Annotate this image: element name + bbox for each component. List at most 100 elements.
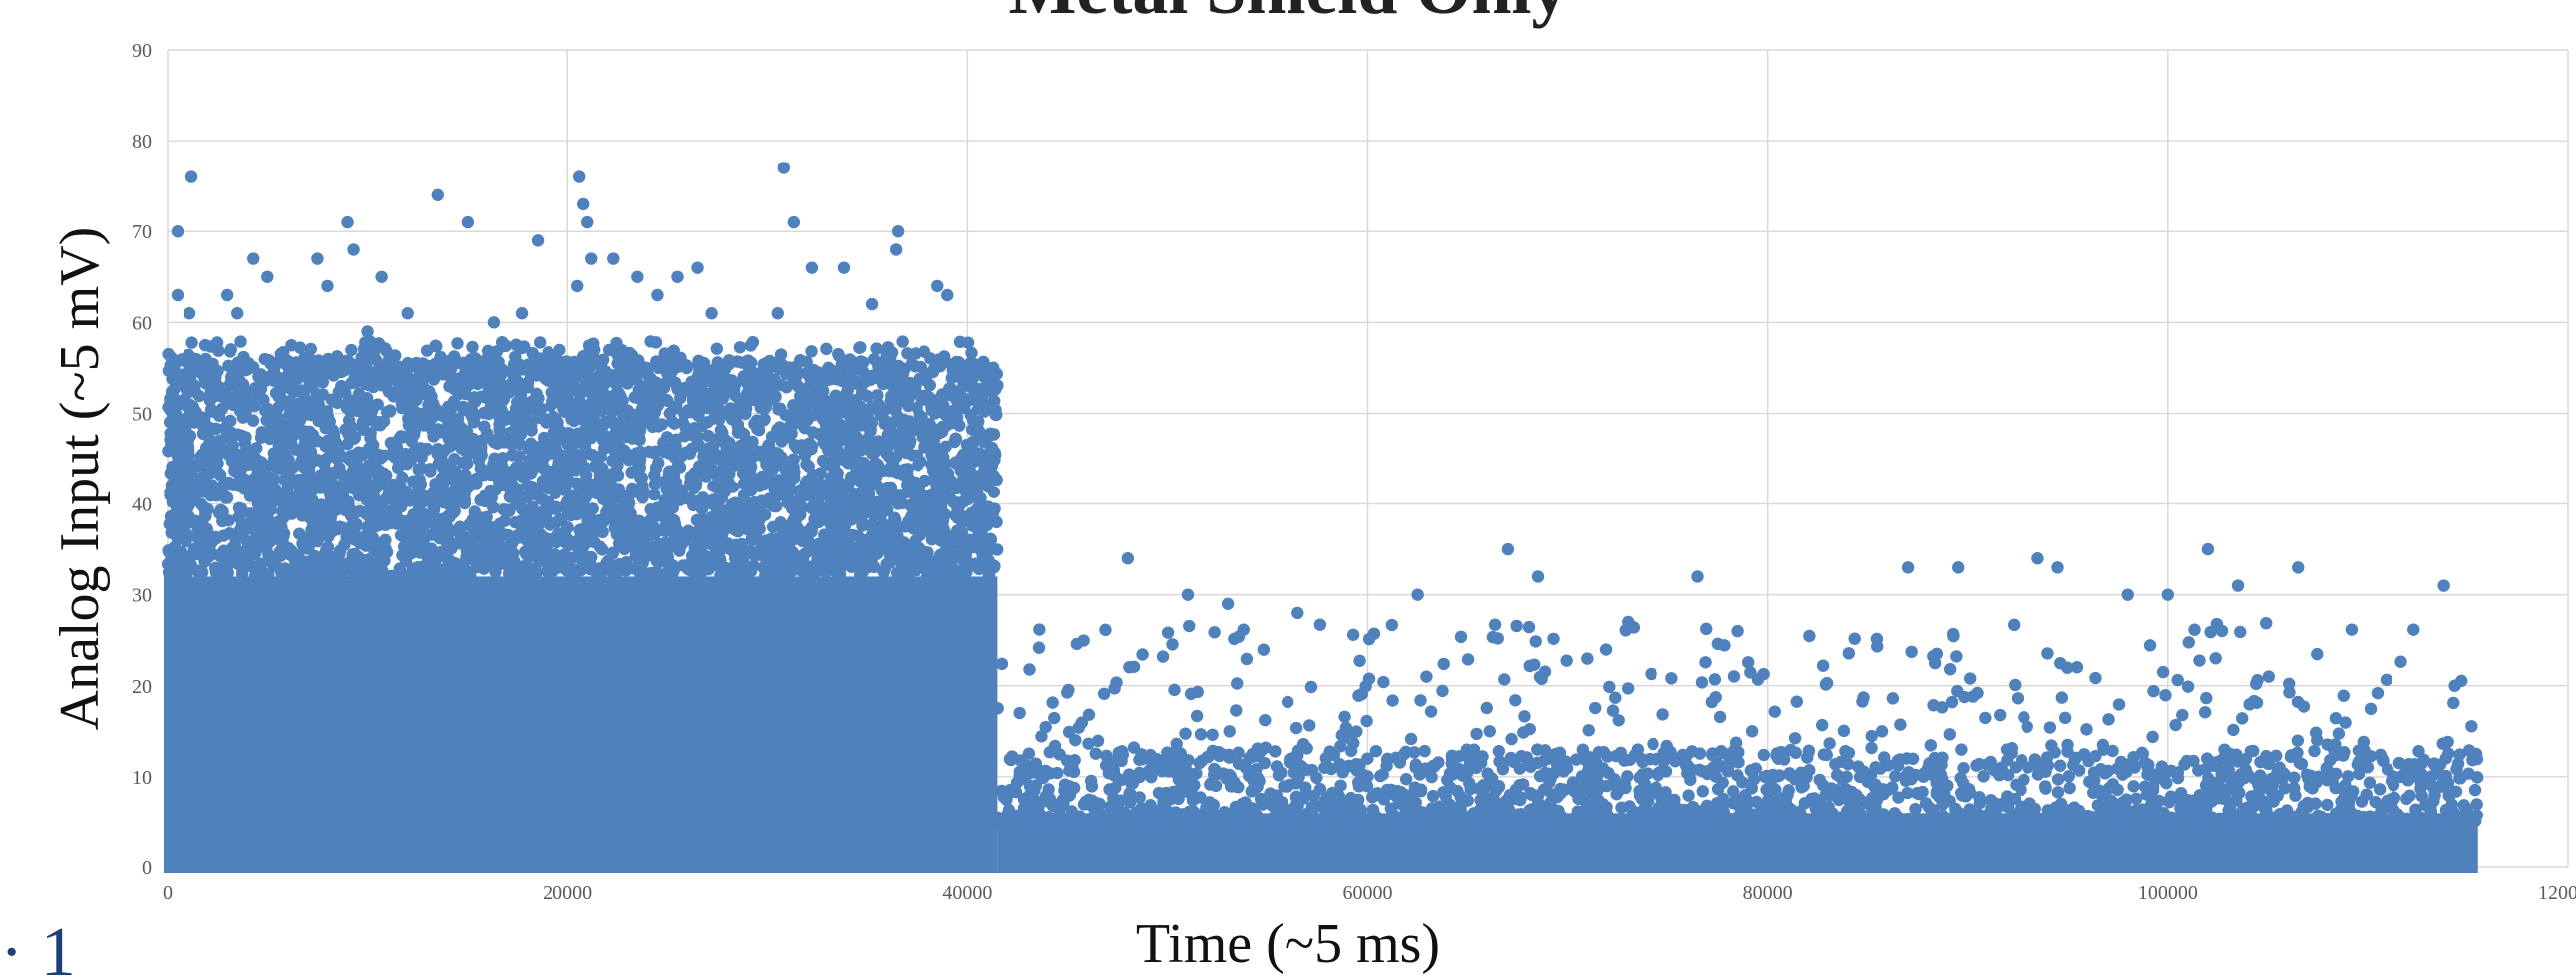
data-point: [692, 460, 706, 473]
data-point: [317, 456, 330, 469]
data-point: [321, 411, 335, 424]
data-point: [805, 364, 819, 378]
data-point: [377, 546, 391, 559]
data-point: [502, 567, 516, 580]
y-tick-label: 60: [132, 312, 152, 334]
data-point: [513, 358, 526, 371]
data-point: [920, 393, 932, 406]
data-point: [435, 450, 448, 464]
data-point: [387, 569, 401, 583]
data-point: [431, 512, 444, 526]
data-point: [511, 528, 525, 542]
data-point: [658, 475, 671, 488]
data-point: [1085, 780, 1099, 793]
data-point: [275, 372, 288, 385]
data-point: [192, 389, 206, 403]
data-point: [420, 492, 433, 505]
data-point: [889, 522, 903, 535]
data-point: [464, 539, 478, 553]
data-point: [346, 517, 360, 531]
data-point: [589, 563, 603, 577]
data-point: [597, 353, 610, 366]
data-point: [958, 399, 971, 413]
data-point: [802, 544, 815, 557]
data-point: [579, 461, 592, 475]
data-point: [574, 564, 587, 577]
data-point: [534, 410, 548, 423]
data-point: [479, 353, 492, 367]
data-point: [266, 558, 280, 571]
data-point: [297, 556, 310, 570]
data-point: [361, 336, 375, 350]
data-point: [674, 351, 687, 364]
data-point: [815, 480, 829, 493]
data-point: [585, 524, 598, 537]
data-point: [254, 566, 267, 580]
data-point: [166, 417, 180, 431]
data-point: [561, 393, 575, 406]
data-point: [934, 534, 948, 547]
data-point: [839, 363, 852, 376]
data-point: [849, 393, 863, 407]
data-point: [609, 561, 622, 575]
data-point: [477, 406, 491, 420]
data-point: [871, 547, 884, 560]
data-point: [231, 428, 244, 441]
data-point: [435, 483, 448, 495]
data-point: [700, 468, 713, 481]
data-point: [550, 558, 563, 571]
data-point: [752, 424, 766, 437]
data-point: [889, 404, 902, 417]
data-point: [920, 440, 932, 453]
data-point: [682, 405, 696, 419]
data-point: [428, 567, 441, 580]
data-point: [393, 360, 406, 374]
data-point: [976, 548, 989, 562]
data-point: [649, 462, 663, 475]
data-point: [173, 398, 186, 411]
data-point: [616, 407, 629, 420]
data-point: [697, 356, 711, 370]
data-point: [162, 444, 175, 458]
data-point: [239, 363, 252, 377]
data-point: [832, 475, 845, 489]
data-point: [826, 539, 839, 553]
data-point: [437, 568, 450, 581]
data-point: [843, 531, 856, 545]
data-point: [433, 361, 446, 374]
data-point: [806, 426, 820, 439]
data-point: [423, 463, 437, 476]
data-point: [396, 471, 409, 485]
data-point: [964, 408, 977, 422]
data-point: [524, 545, 538, 558]
data-point: [521, 533, 535, 546]
data-point: [897, 467, 911, 481]
data-point: [198, 510, 211, 523]
data-point: [905, 558, 918, 571]
data-point: [533, 336, 547, 349]
data-point: [625, 466, 638, 479]
data-point: [611, 429, 624, 442]
data-point: [588, 535, 601, 549]
data-point: [701, 374, 715, 387]
data-point: [180, 420, 192, 433]
data-point: [622, 499, 635, 512]
data-point: [361, 520, 374, 533]
data-point: [766, 520, 780, 534]
data-point: [377, 535, 390, 548]
data-point: [612, 448, 626, 461]
data-point: [198, 529, 212, 542]
data-point: [492, 435, 506, 449]
data-point: [586, 502, 599, 515]
data-point: [865, 416, 879, 430]
data-point: [774, 348, 788, 361]
data-point: [197, 367, 210, 381]
data-point: [550, 516, 562, 529]
data-point: [234, 335, 247, 348]
data-point: [880, 503, 894, 517]
data-point: [619, 363, 632, 376]
data-point: [526, 500, 539, 513]
y-tick-label: 0: [142, 857, 152, 879]
data-point: [506, 448, 519, 462]
